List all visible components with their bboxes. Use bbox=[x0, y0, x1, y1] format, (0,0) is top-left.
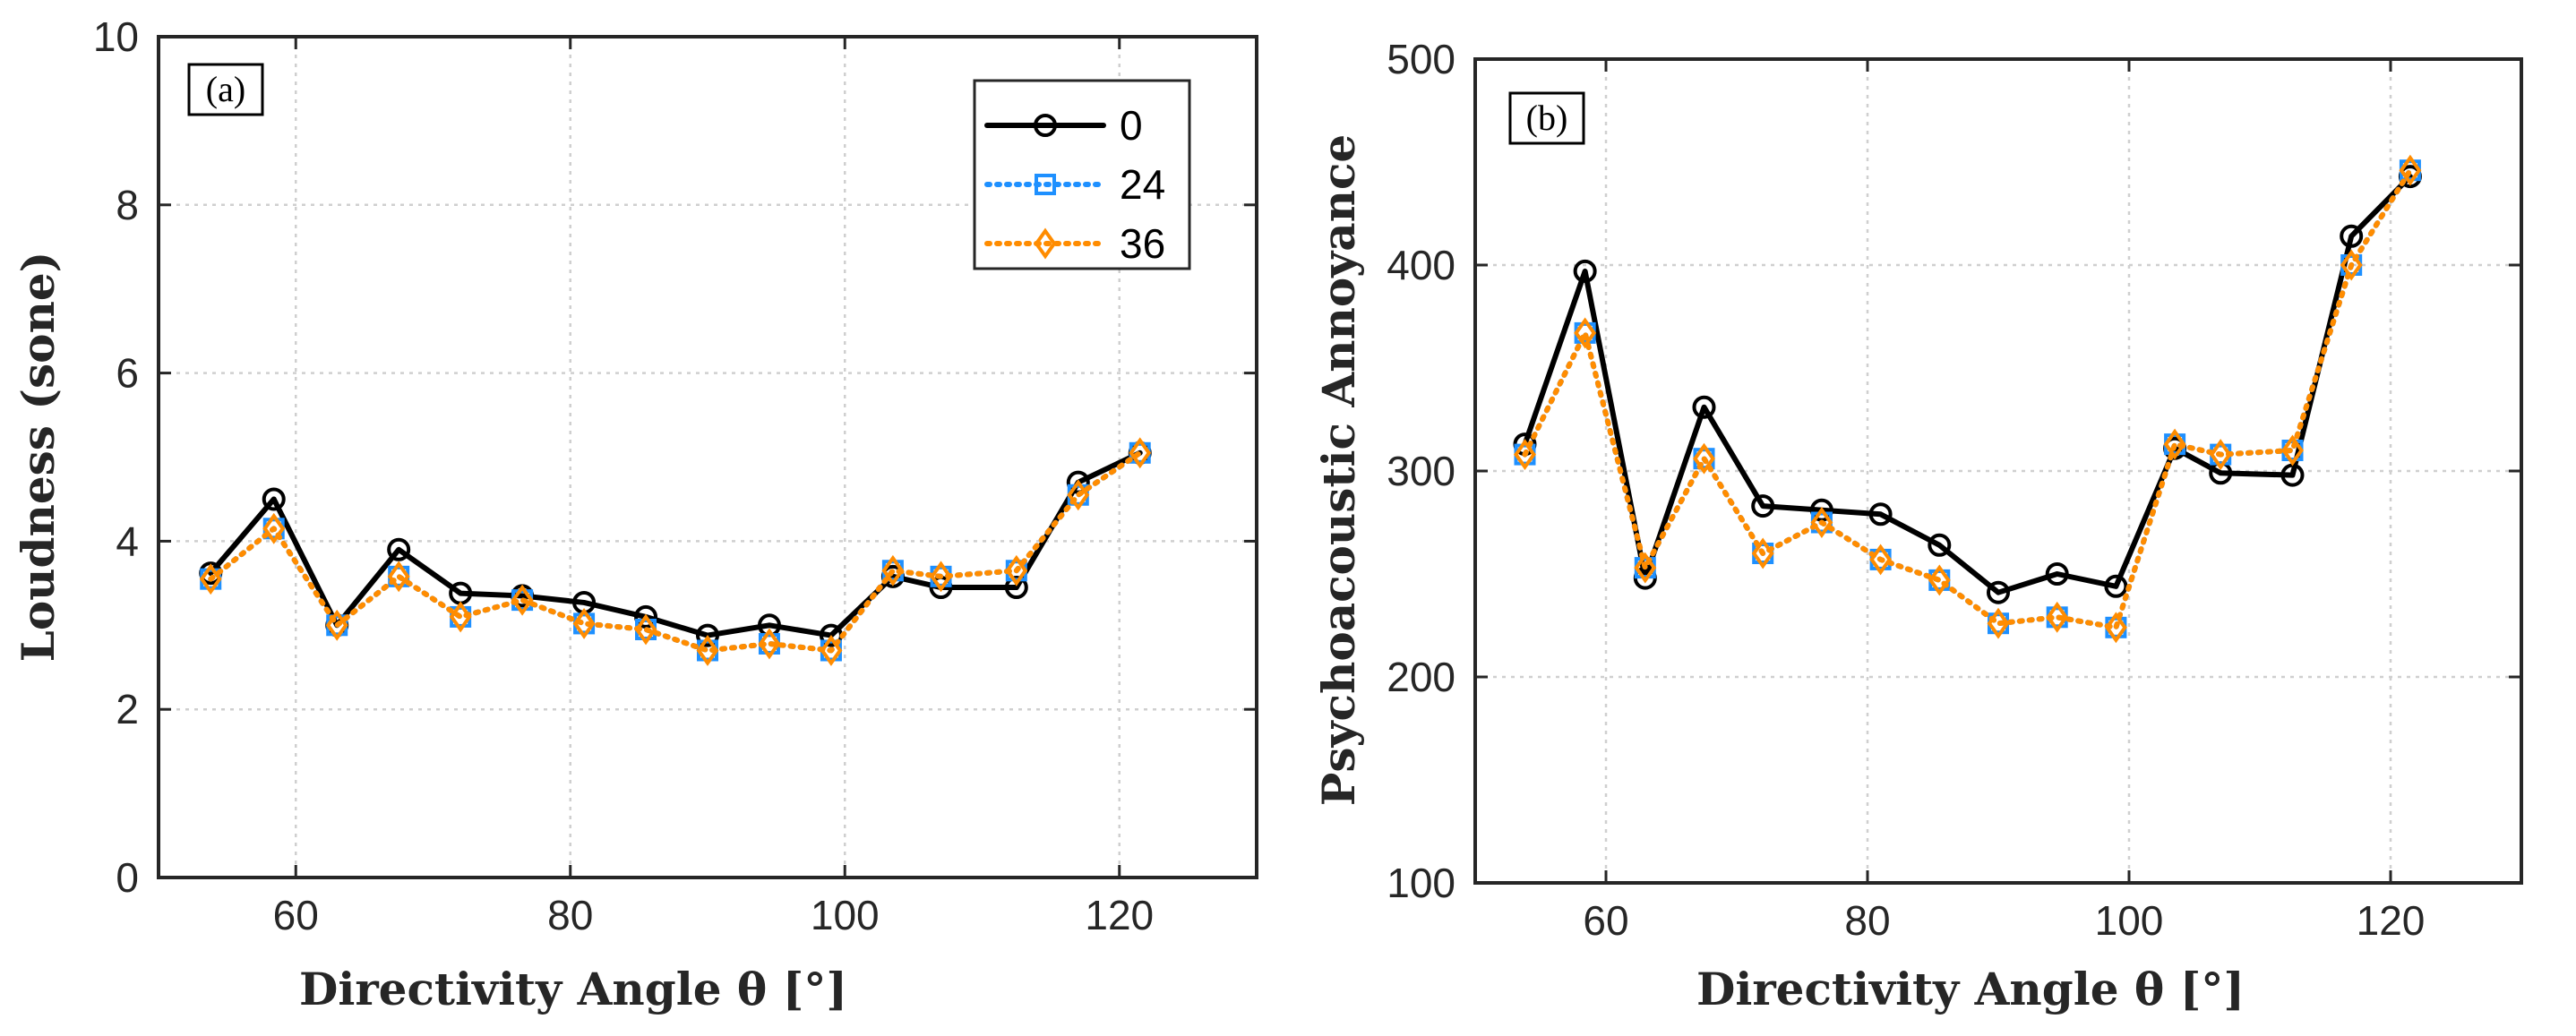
data-point-0-b bbox=[1573, 259, 1597, 283]
data-point-0-b bbox=[2104, 574, 2128, 598]
data-point-36-a bbox=[696, 635, 719, 666]
x-tick-label-a: 80 bbox=[547, 892, 593, 938]
data-point-36-b bbox=[1928, 564, 1951, 596]
series-line-24-b bbox=[1522, 167, 2413, 630]
x-axis-title-a: Directivity Angle θ [°] bbox=[299, 963, 847, 1015]
legend-label-0: 0 bbox=[1120, 102, 1143, 149]
data-point-36-b bbox=[2399, 154, 2422, 186]
x-tick-label-b: 80 bbox=[1844, 897, 1890, 944]
data-point-36-b bbox=[1514, 439, 1536, 471]
data-point-36-b bbox=[1634, 552, 1657, 584]
legend-marker-0 bbox=[1034, 114, 1057, 137]
y-tick-label-a: 8 bbox=[116, 182, 139, 228]
data-point-0-a bbox=[696, 623, 719, 647]
data-point-36-a bbox=[930, 561, 952, 593]
ticks-b: 60 80 100 120 100 200 300 400 500 bbox=[1387, 36, 2521, 944]
panel-label-a: (a) bbox=[206, 69, 245, 109]
plot-frame-a bbox=[157, 35, 1258, 879]
data-point-36-b bbox=[1869, 544, 1893, 576]
data-point-0-b bbox=[1987, 580, 2010, 604]
data-point-36-a bbox=[1129, 437, 1152, 469]
series-line-0-a bbox=[208, 450, 1143, 638]
x-tick-label-b: 60 bbox=[1583, 897, 1628, 944]
data-point-36-a bbox=[758, 628, 781, 660]
data-point-36-a bbox=[1067, 479, 1090, 511]
y-axis-title-b: Psychoacoustic Annoyance bbox=[1312, 134, 1365, 807]
data-point-36-b bbox=[2209, 439, 2232, 471]
legend: 0 24 36 bbox=[973, 79, 1191, 270]
data-point-36-a bbox=[634, 613, 657, 646]
y-tick-label-a: 0 bbox=[116, 854, 139, 901]
y-tick-label-b: 100 bbox=[1387, 860, 1455, 906]
y-tick-label-b: 500 bbox=[1387, 36, 1455, 82]
series-a bbox=[199, 437, 1152, 666]
data-point-36-a bbox=[325, 609, 348, 641]
data-point-36-a bbox=[387, 561, 410, 593]
grid-b bbox=[1475, 57, 2521, 885]
data-point-0-b bbox=[2340, 224, 2364, 248]
data-point-36-a bbox=[511, 584, 534, 616]
y-tick-label-a: 4 bbox=[116, 518, 139, 564]
data-point-36-b bbox=[1574, 317, 1597, 349]
data-point-36-b bbox=[2046, 601, 2069, 633]
legend-label-24: 24 bbox=[1120, 161, 1165, 208]
legend-marker-36 bbox=[1034, 227, 1057, 260]
data-point-36-a bbox=[262, 512, 286, 544]
data-point-36-b bbox=[1810, 507, 1833, 538]
data-point-36-a bbox=[820, 635, 843, 666]
series-line-36-a bbox=[208, 450, 1143, 654]
y-tick-label-a: 2 bbox=[116, 686, 139, 732]
legend-box bbox=[973, 79, 1191, 270]
y-tick-label-b: 300 bbox=[1387, 448, 1455, 494]
data-point-0-b bbox=[1692, 395, 1716, 419]
data-point-36-b bbox=[1693, 442, 1715, 475]
panel-label-b: (b) bbox=[1526, 98, 1568, 138]
x-axis-title-b: Directivity Angle θ [°] bbox=[1696, 963, 2245, 1015]
data-point-0-a bbox=[262, 487, 286, 511]
x-tick-label-a: 100 bbox=[811, 892, 880, 938]
data-point-0-a bbox=[387, 537, 411, 561]
data-point-0-a bbox=[1004, 576, 1028, 600]
data-point-36-a bbox=[1005, 554, 1028, 586]
y-tick-label-a: 10 bbox=[93, 13, 139, 60]
x-tick-label-a: 60 bbox=[273, 892, 319, 938]
series-b bbox=[1513, 154, 2422, 644]
panel-label-box-a bbox=[187, 63, 264, 116]
panel-label-box-b bbox=[1508, 91, 1585, 145]
data-point-0-b bbox=[1751, 494, 1775, 518]
y-tick-label-a: 6 bbox=[116, 350, 139, 397]
legend-marker-24 bbox=[1035, 174, 1056, 195]
data-point-36-b bbox=[1751, 537, 1774, 569]
data-point-36-b bbox=[2340, 249, 2363, 281]
series-line-0-b bbox=[1522, 174, 2413, 595]
series-line-36-b bbox=[1522, 167, 2413, 630]
data-point-36-b bbox=[2281, 434, 2304, 467]
data-point-0-b bbox=[2045, 562, 2069, 586]
chart-panel-b: 60 80 100 120 100 200 300 400 500 Directivity An… bbox=[1312, 36, 2523, 1015]
y-tick-label-b: 200 bbox=[1387, 654, 1455, 700]
data-point-36-b bbox=[2104, 612, 2127, 644]
data-point-36-a bbox=[449, 601, 472, 633]
x-tick-label-b: 120 bbox=[2357, 897, 2426, 944]
y-tick-label-b: 400 bbox=[1387, 242, 1455, 288]
series-line-24-a bbox=[208, 450, 1143, 654]
data-point-0-a bbox=[634, 604, 658, 629]
x-tick-label-b: 100 bbox=[2095, 897, 2164, 944]
data-point-0-b bbox=[1928, 533, 1952, 557]
data-point-36-a bbox=[199, 563, 222, 595]
data-point-36-b bbox=[2163, 428, 2186, 460]
legend-label-36: 36 bbox=[1120, 220, 1165, 267]
data-point-0-b bbox=[1868, 502, 1893, 527]
data-point-36-b bbox=[1987, 607, 2010, 639]
data-point-36-a bbox=[881, 554, 905, 586]
y-axis-title-a: Loudness (sone) bbox=[12, 252, 64, 663]
x-tick-label-a: 120 bbox=[1085, 892, 1154, 938]
data-point-36-a bbox=[572, 607, 596, 639]
